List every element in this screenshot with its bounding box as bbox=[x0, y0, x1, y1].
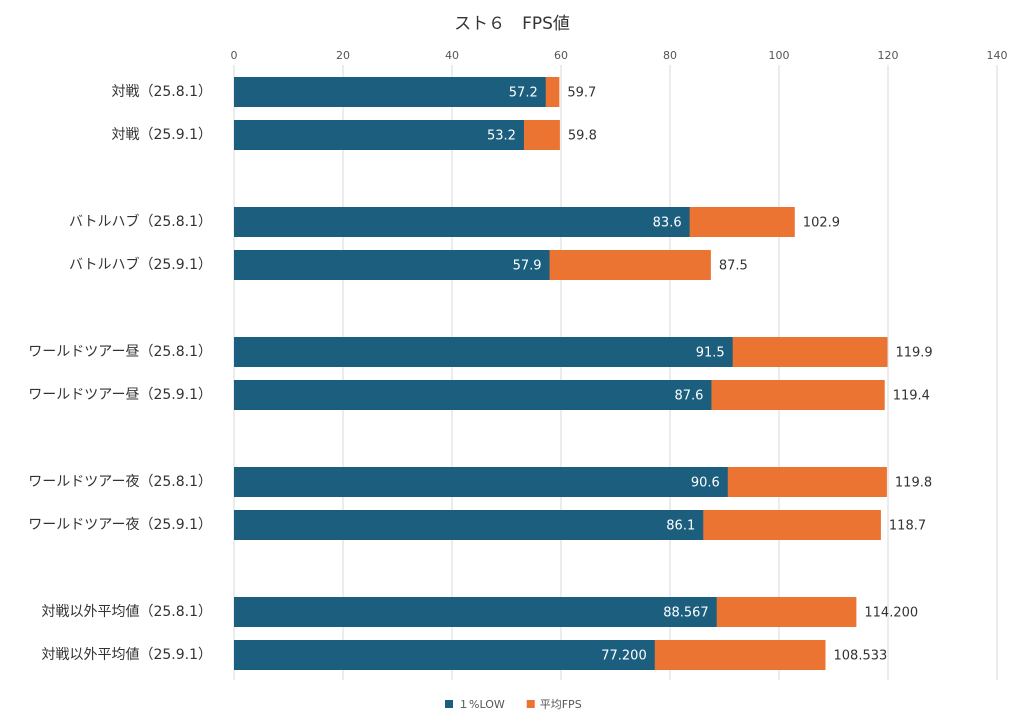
bar bbox=[234, 467, 728, 497]
data-label: 87.5 bbox=[719, 259, 748, 274]
y-tick-label: 対戦（25.9.1） bbox=[111, 127, 212, 143]
y-tick-label: ワールドツアー夜（25.8.1） bbox=[28, 474, 212, 490]
data-label: 119.8 bbox=[895, 476, 932, 491]
x-tick-label: 40 bbox=[445, 49, 459, 62]
y-tick-label: 対戦（25.8.1） bbox=[111, 84, 212, 100]
bar bbox=[234, 597, 717, 627]
legend-label: 平均FPS bbox=[540, 698, 582, 711]
data-label: 53.2 bbox=[487, 129, 516, 144]
bar bbox=[234, 207, 690, 237]
data-label: 90.6 bbox=[691, 476, 720, 491]
data-label: 119.9 bbox=[895, 346, 932, 361]
legend-label: １%LOW bbox=[458, 698, 505, 711]
y-tick-label: ワールドツアー昼（25.8.1） bbox=[28, 344, 212, 360]
legend-swatch bbox=[526, 700, 535, 708]
x-tick-label: 140 bbox=[987, 49, 1008, 62]
bar bbox=[234, 640, 655, 670]
data-label: 108.533 bbox=[834, 649, 888, 664]
y-tick-label: ワールドツアー昼（25.9.1） bbox=[28, 387, 212, 403]
data-label: 119.4 bbox=[893, 389, 930, 404]
y-tick-label: 対戦以外平均値（25.8.1） bbox=[41, 604, 212, 620]
x-tick-label: 120 bbox=[878, 49, 899, 62]
x-tick-label: 0 bbox=[231, 49, 238, 62]
x-tick-label: 100 bbox=[769, 49, 790, 62]
bar bbox=[234, 337, 733, 367]
bar bbox=[234, 250, 550, 280]
bar bbox=[234, 120, 524, 150]
legend-swatch bbox=[445, 700, 453, 708]
data-label: 57.2 bbox=[509, 86, 538, 101]
y-tick-label: ワールドツアー夜（25.9.1） bbox=[28, 517, 212, 533]
data-label: 87.6 bbox=[674, 389, 703, 404]
x-tick-label: 60 bbox=[554, 49, 568, 62]
x-tick-label: 20 bbox=[336, 49, 350, 62]
data-label: 88.567 bbox=[663, 606, 709, 621]
data-label: 59.8 bbox=[568, 129, 597, 144]
data-label: 59.7 bbox=[567, 86, 596, 101]
data-label: 83.6 bbox=[653, 216, 682, 231]
data-label: 77.200 bbox=[601, 649, 647, 664]
chart-title: スト６ FPS値 bbox=[454, 14, 570, 34]
data-label: 57.9 bbox=[513, 259, 542, 274]
data-label: 102.9 bbox=[803, 216, 840, 231]
bar bbox=[234, 510, 704, 540]
y-tick-label: バトルハブ（25.9.1） bbox=[69, 256, 212, 273]
y-tick-label: 対戦以外平均値（25.9.1） bbox=[41, 647, 212, 663]
x-tick-label: 80 bbox=[663, 49, 677, 62]
data-label: 118.7 bbox=[889, 519, 926, 534]
bar bbox=[234, 380, 712, 410]
bar bbox=[234, 77, 546, 107]
data-label: 91.5 bbox=[696, 346, 725, 361]
data-label: 86.1 bbox=[666, 519, 695, 534]
data-label: 114.200 bbox=[864, 606, 918, 621]
y-tick-label: バトルハブ（25.8.1） bbox=[69, 213, 212, 230]
